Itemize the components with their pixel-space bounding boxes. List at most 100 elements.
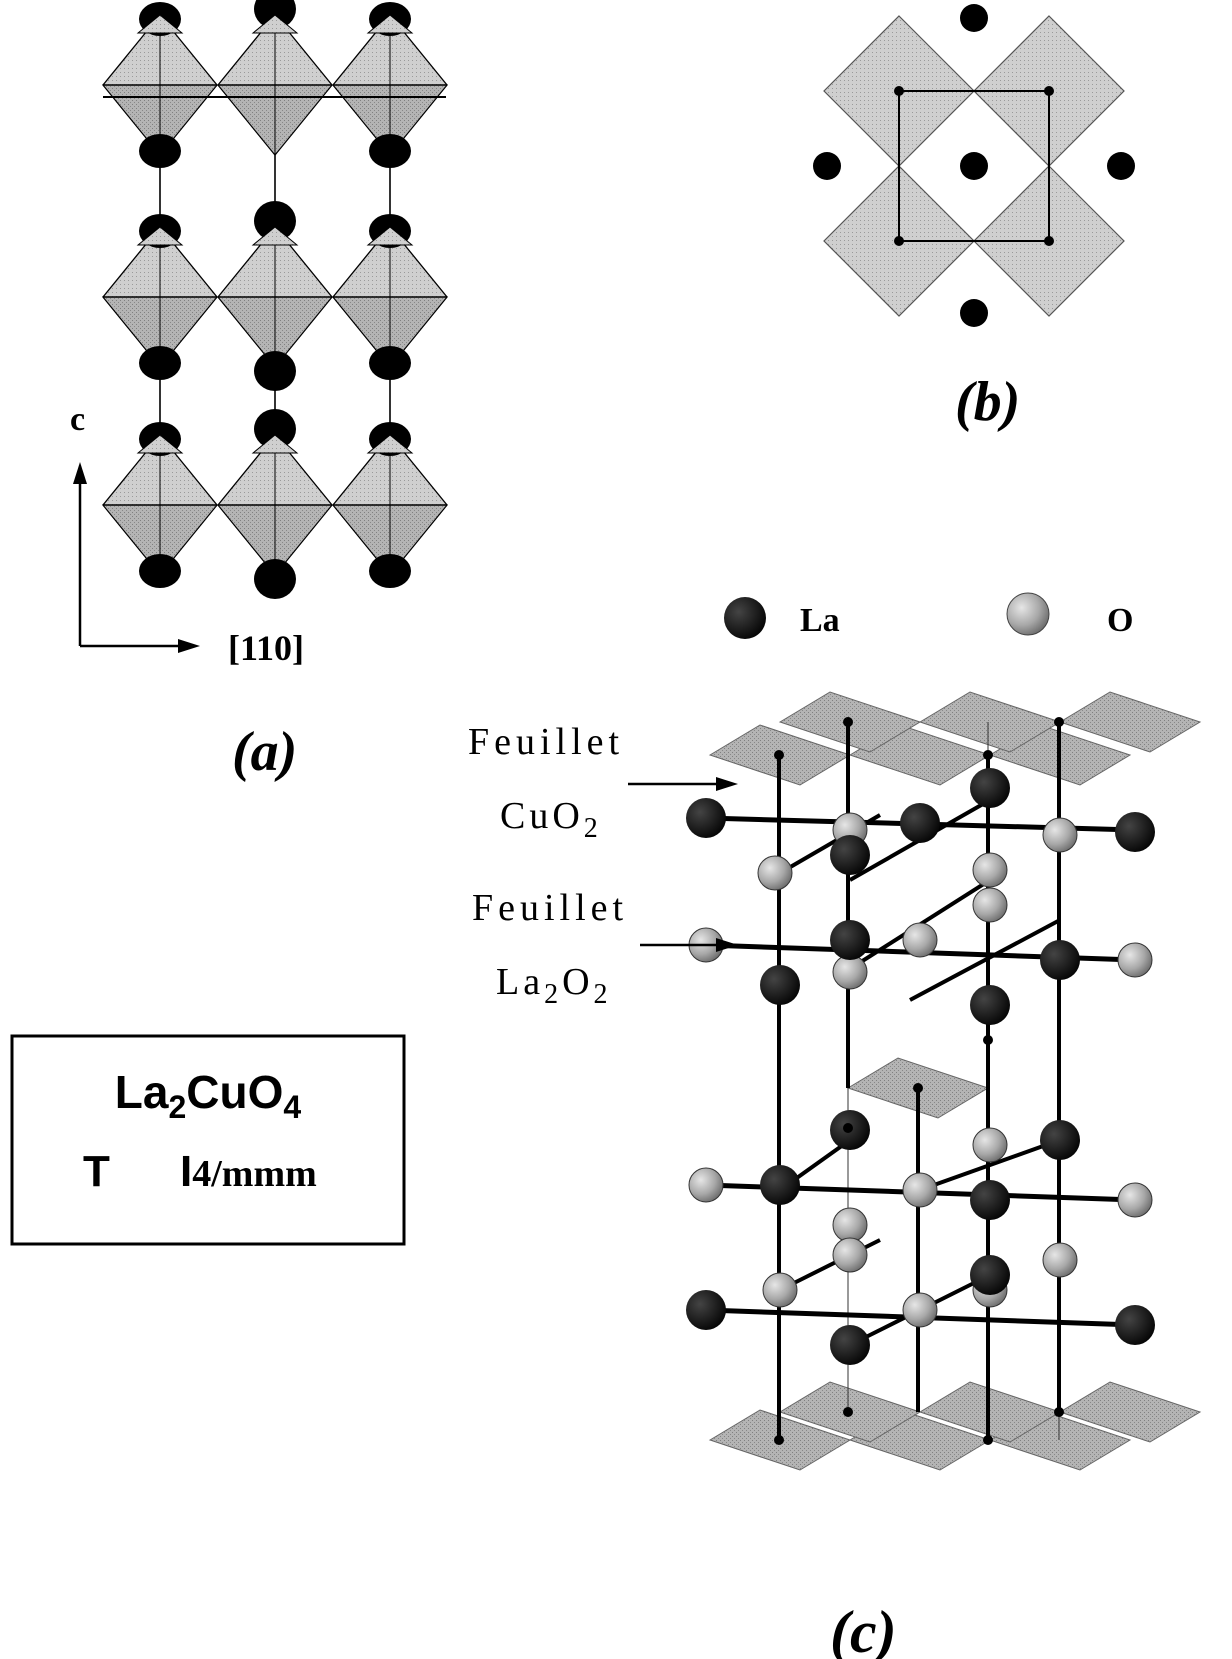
la-atom <box>830 835 870 875</box>
cu-atom <box>894 86 904 96</box>
legend-la-atom-icon <box>724 597 766 639</box>
cuo2-plaquette <box>1058 1381 1202 1443</box>
o-atom <box>688 1167 724 1203</box>
o-atom <box>1117 1182 1153 1218</box>
octahedron-apex <box>366 434 414 454</box>
la-atom <box>760 1165 800 1205</box>
la-atom <box>900 803 940 843</box>
cu-atom <box>774 750 784 760</box>
cu-atom <box>843 1407 853 1417</box>
la-atom <box>830 1325 870 1365</box>
unit-cell-square <box>898 90 1050 242</box>
cu-atom <box>774 1435 784 1445</box>
la-atom <box>1115 1305 1155 1345</box>
o-atom <box>1117 942 1153 978</box>
la-atom <box>254 351 296 391</box>
compound-info-box: La2CuO4 T I4/mmm <box>10 1034 406 1246</box>
legend-o-atom-icon <box>1006 592 1050 636</box>
o-atom <box>1042 1242 1078 1278</box>
o-atom <box>1042 817 1078 853</box>
octahedron-apex <box>136 434 184 454</box>
la-o-bond <box>919 1138 1061 1192</box>
cuo2-plaquette <box>1058 691 1202 753</box>
la-atom <box>254 559 296 599</box>
octahedron-apex <box>251 226 299 246</box>
compound-symmetry-letter: T <box>83 1147 110 1196</box>
octahedron-apex <box>366 14 414 34</box>
axis-label-c: c <box>70 401 85 438</box>
la-atom <box>1040 940 1080 980</box>
la-atom <box>686 798 726 838</box>
o-atom <box>902 922 938 958</box>
cu-atom <box>1044 236 1054 246</box>
la-atom <box>760 965 800 1005</box>
o-atom <box>832 1207 868 1243</box>
octahedron-apex <box>251 434 299 454</box>
arrow-la2o2-icon <box>716 938 738 952</box>
panel-a-structure-view <box>101 0 449 599</box>
o-atom <box>902 1292 938 1328</box>
la-atom <box>1115 812 1155 852</box>
o-atom <box>757 855 793 891</box>
la-atom <box>369 554 411 588</box>
la-atom <box>970 985 1010 1025</box>
la-atom <box>254 409 296 449</box>
caption-c: (c) <box>830 1599 897 1659</box>
label-feuillet-la2o2-word: Feuillet <box>472 887 628 929</box>
la-atom <box>139 346 181 380</box>
cu-atom <box>843 717 853 727</box>
la-atom <box>960 4 988 32</box>
arrow-cuo2-icon <box>716 777 738 791</box>
cu-atom <box>913 1083 923 1093</box>
label-feuillet-cuo2-word: Feuillet <box>468 721 624 763</box>
panel-b-top-view <box>813 4 1135 327</box>
cu-atom <box>1044 86 1054 96</box>
compound-formula: La2CuO4 <box>115 1066 302 1125</box>
la-atom <box>960 299 988 327</box>
o-atom <box>902 1172 938 1208</box>
cu-atom <box>1054 717 1064 727</box>
arrow-right-icon <box>178 639 200 653</box>
legend-o-label: O <box>1107 602 1133 639</box>
octahedron-apex <box>136 226 184 246</box>
la-atom <box>369 346 411 380</box>
la-atom <box>813 152 841 180</box>
la-atom <box>254 201 296 241</box>
la-atom <box>139 554 181 588</box>
la-atom <box>970 1255 1010 1295</box>
o-atom <box>832 954 868 990</box>
layer-labels: Feuillet CuO2 Feuillet La2O2 <box>468 721 738 1010</box>
cu-atom <box>983 1435 993 1445</box>
legend-la-label: La <box>800 602 840 639</box>
la-atom <box>960 152 988 180</box>
panel-c-3d-unit-cell <box>686 691 1202 1471</box>
la-atom <box>970 768 1010 808</box>
la-atom <box>369 134 411 168</box>
octahedron-apex <box>366 226 414 246</box>
la-o-bond <box>909 918 1061 1002</box>
caption-a: (a) <box>232 721 297 783</box>
cu-atom <box>983 750 993 760</box>
compound-box-frame <box>10 1034 406 1246</box>
octahedron-apex <box>251 14 299 34</box>
la-atom <box>970 1180 1010 1220</box>
cu-atom <box>983 1035 993 1045</box>
axis-arrows <box>73 462 200 653</box>
o-atom <box>832 1237 868 1273</box>
axis-label-110: [110] <box>228 628 304 668</box>
octahedron-apex <box>136 14 184 34</box>
la-atom <box>1107 152 1135 180</box>
arrow-up-icon <box>73 462 87 484</box>
o-atom <box>762 1272 798 1308</box>
la-atom <box>830 920 870 960</box>
la-atom <box>139 134 181 168</box>
legend: La O <box>724 592 1133 639</box>
la-atom <box>1040 1120 1080 1160</box>
label-feuillet-la2o2-formula: La2O2 <box>496 961 612 1010</box>
o-atom <box>972 1127 1008 1163</box>
la-atom <box>686 1290 726 1330</box>
caption-b: (b) <box>955 371 1020 433</box>
label-feuillet-cuo2-formula: CuO2 <box>500 795 602 844</box>
cu-atom <box>1054 1407 1064 1417</box>
